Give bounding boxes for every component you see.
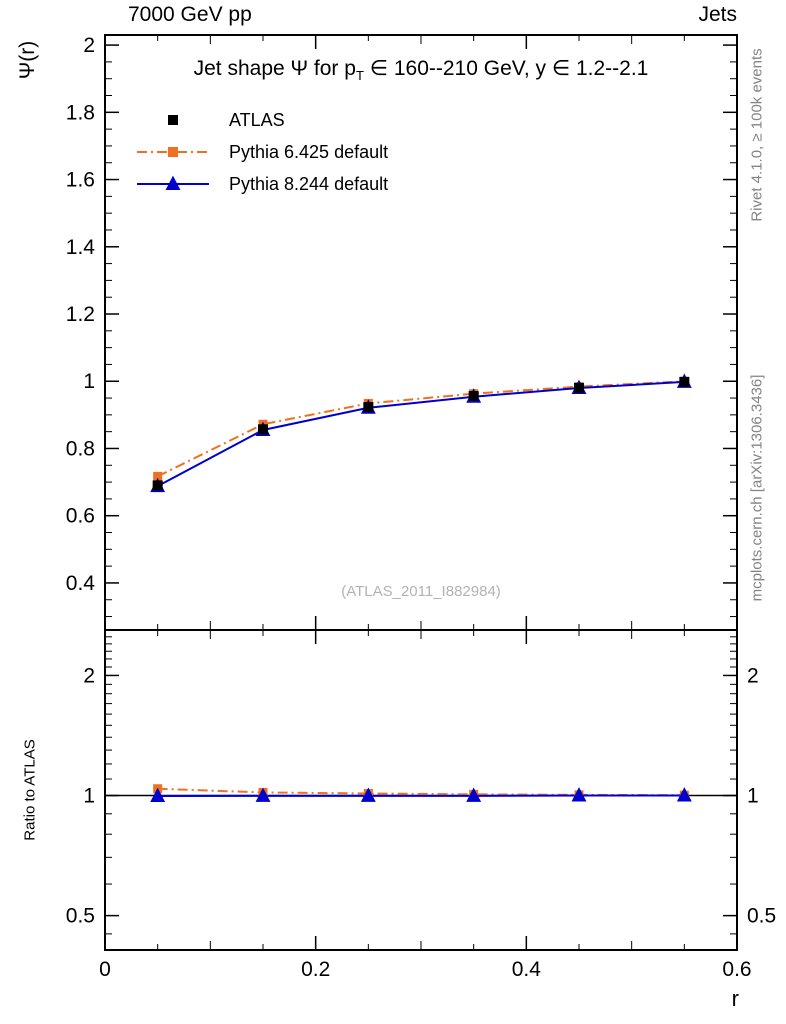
data-point <box>153 471 163 481</box>
data-point <box>468 391 479 402</box>
ratio-point <box>466 787 482 802</box>
y-tick-label: 0.6 <box>66 505 95 528</box>
series-line-square <box>157 787 685 797</box>
legend: ATLAS Pythia 6.425 default Pythia 8.244 … <box>133 104 388 200</box>
x-axis-label: r <box>731 986 739 1011</box>
legend-marker-pythia8-icon <box>137 175 209 190</box>
ratio-tick-label-left: 0.5 <box>66 905 95 928</box>
data-point <box>152 480 163 491</box>
y-axis-label: Ψ(r) <box>16 40 39 80</box>
data-point <box>258 424 268 435</box>
legend-label-atlas: ATLAS <box>229 109 285 130</box>
beam-energy-label: 7000 GeV pp <box>128 3 252 26</box>
legend-item-atlas: ATLAS <box>133 104 388 136</box>
ratio-tick-label-right: 1 <box>747 785 759 808</box>
data-point <box>574 382 584 393</box>
ratio-point <box>150 787 166 803</box>
legend-marker-atlas-icon <box>168 115 178 125</box>
ratio-point <box>676 787 692 802</box>
plot-title-subscript: T <box>355 68 364 84</box>
series-line-square <box>157 380 685 478</box>
legend-label-pythia8: Pythia 8.244 default <box>229 173 389 194</box>
x-tick-label: 0.4 <box>512 958 542 981</box>
legend-marker-pythia6-icon <box>137 147 209 157</box>
series-line-triangle <box>157 794 685 798</box>
rivet-version-note: Rivet 4.1.0, ≥ 100k events <box>748 48 766 222</box>
x-tick-label: 0.2 <box>301 958 330 981</box>
y-tick-label: 0.4 <box>66 572 96 595</box>
y-tick-label: 1.2 <box>66 303 95 326</box>
data-point <box>363 402 374 413</box>
ratio-axis-label: Ratio to ATLAS <box>21 739 39 841</box>
ratio-tick-label-right: 2 <box>747 664 759 687</box>
series-line-triangle <box>157 380 685 488</box>
ratio-point <box>360 787 376 802</box>
y-tick-label: 1 <box>83 370 95 393</box>
plot-title-post: ∈ 160--210 GeV, y ∈ 1.2--2.1 <box>363 57 649 80</box>
ratio-tick-label-left: 2 <box>83 664 95 687</box>
y-tick-label: 0.8 <box>66 437 95 460</box>
mcplots-reference-note: mcplots.cern.ch [arXiv:1306.3436] <box>748 374 766 602</box>
legend-item-pythia6: Pythia 6.425 default <box>133 136 388 168</box>
legend-item-pythia8: Pythia 8.244 default <box>133 168 388 200</box>
y-tick-label: 1.8 <box>66 101 95 124</box>
axis-ticks <box>104 35 738 950</box>
x-tick-label: 0.6 <box>722 958 751 981</box>
series-lines <box>105 380 737 798</box>
analysis-group-label: Jets <box>698 3 737 26</box>
plot-title-pre: Jet shape Ψ for p <box>193 57 356 80</box>
ratio-point <box>571 787 587 802</box>
y-tick-label: 1.6 <box>66 169 95 192</box>
axis-tick-labels: 0 0.2 0.4 0.6 0.4 0.6 0.8 1 1.2 1.4 1.6 1.8 2 0.5 0.5 1… <box>66 34 776 981</box>
legend-label-pythia6: Pythia 6.425 default <box>229 141 389 162</box>
ratio-tick-label-left: 1 <box>83 785 95 808</box>
ratio-point <box>255 787 271 802</box>
ratio-tick-label-right: 0.5 <box>747 905 776 928</box>
y-tick-label: 1.4 <box>66 236 96 259</box>
plot-title: Jet shape Ψ for pT ∈ 160--210 GeV, y ∈ 1… <box>105 56 737 83</box>
y-tick-label: 2 <box>83 34 95 57</box>
series-markers <box>150 373 692 803</box>
x-tick-label: 0 <box>99 958 111 981</box>
analysis-id-watermark: (ATLAS_2011_I882984) <box>341 583 501 600</box>
data-point <box>679 376 690 387</box>
